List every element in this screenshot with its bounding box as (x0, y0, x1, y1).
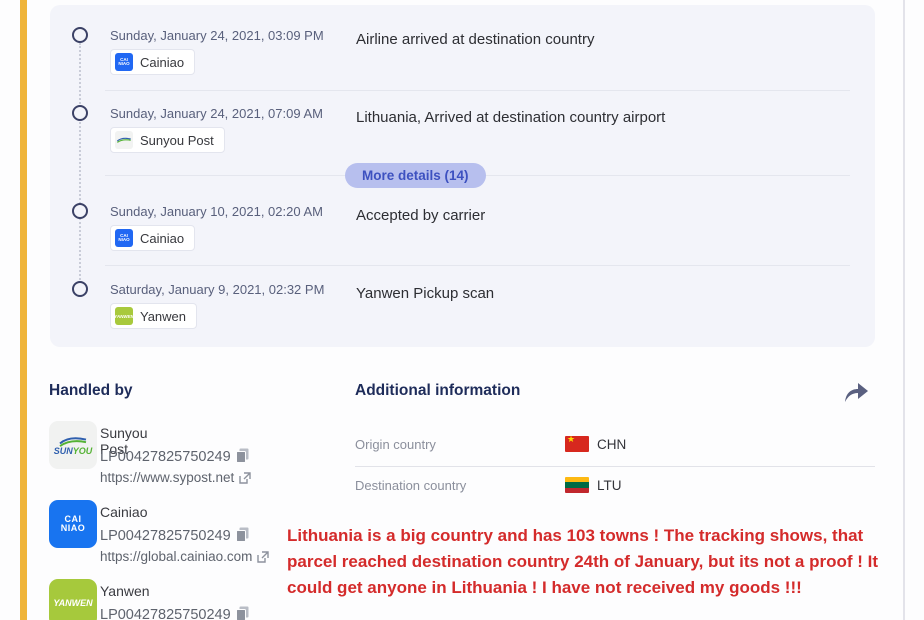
sunyou-logo-icon (115, 131, 133, 149)
carrier-name: Sunyou Post (100, 425, 148, 457)
more-details-button[interactable]: More details (14) (345, 163, 486, 188)
copy-icon[interactable] (235, 527, 249, 546)
destination-country-value: LTU (597, 477, 622, 493)
timeline-event: Sunday, January 24, 2021, 07:09 AM Sunyo… (50, 105, 875, 175)
carrier-chip-yanwen[interactable]: YANWEN Yanwen (110, 303, 198, 329)
annotation-line: could get anyone in Lithuania ! I have n… (287, 578, 802, 597)
carrier-chip-label: Sunyou Post (140, 132, 214, 148)
handled-by-title: Handled by (49, 382, 133, 399)
tracking-number: LP00427825750249 (100, 448, 249, 467)
row-divider (105, 265, 850, 266)
event-date: Sunday, January 10, 2021, 02:20 AM (110, 204, 323, 219)
carrier-url-link[interactable]: https://global.cainiao.com (100, 549, 270, 566)
lithuania-flag-icon (565, 477, 589, 493)
tracking-number: LP00427825750249 (100, 527, 249, 546)
china-flag-icon: ★ (565, 436, 589, 452)
timeline-node-icon (72, 105, 88, 121)
event-description: Yanwen Pickup scan (356, 285, 495, 302)
external-link-icon (257, 551, 270, 566)
share-icon[interactable] (841, 379, 871, 407)
user-annotation-text: Lithuania is a big country and has 103 t… (287, 523, 924, 601)
row-divider (105, 90, 850, 91)
cainiao-logo-icon: CAI NIAO (115, 229, 133, 247)
origin-country-row: Origin country ★ CHN (355, 436, 875, 452)
yanwen-logo: YANWEN (49, 579, 97, 620)
event-date: Saturday, January 9, 2021, 02:32 PM (110, 282, 325, 297)
tracking-number: LP00427825750249 (100, 606, 249, 620)
carrier-chip-sunyou[interactable]: Sunyou Post (110, 127, 225, 153)
yanwen-logo-icon: YANWEN (115, 307, 133, 325)
event-date: Sunday, January 24, 2021, 07:09 AM (110, 106, 323, 121)
copy-icon[interactable] (235, 448, 249, 467)
additional-info-title: Additional information (355, 382, 521, 399)
origin-country-label: Origin country (355, 436, 436, 452)
event-date: Sunday, January 24, 2021, 03:09 PM (110, 28, 324, 43)
timeline-connector-line (79, 43, 81, 295)
cainiao-logo-icon: CAI NIAO (115, 53, 133, 71)
event-description: Airline arrived at destination country (356, 31, 595, 48)
timeline-event: Sunday, January 10, 2021, 02:20 AM CAI NI… (50, 203, 875, 273)
carrier-chip-label: Cainiao (140, 54, 185, 70)
sunyou-logo: SUNYOU (49, 421, 97, 469)
event-description: Lithuania, Arrived at destination countr… (356, 109, 666, 126)
destination-country-row: Destination country LTU (355, 477, 875, 493)
timeline-node-icon (72, 27, 88, 43)
carrier-chip-label: Cainiao (140, 230, 185, 246)
carrier-chip-label: Yanwen (140, 308, 187, 324)
carrier-name: Cainiao (100, 504, 148, 520)
copy-icon[interactable] (235, 606, 249, 620)
carrier-name: Yanwen (100, 583, 150, 599)
carrier-chip-cainiao[interactable]: CAI NIAO Cainiao (110, 49, 196, 75)
event-description: Accepted by carrier (356, 207, 486, 224)
timeline-node-icon (72, 203, 88, 219)
origin-country-value: CHN (597, 436, 627, 452)
carrier-chip-cainiao[interactable]: CAI NIAO Cainiao (110, 225, 196, 251)
external-link-icon (239, 472, 252, 487)
window-edge-divider (903, 0, 905, 620)
destination-country-label: Destination country (355, 477, 467, 493)
annotation-line: parcel reached destination country 24th … (287, 552, 878, 571)
timeline-node-icon (72, 281, 88, 297)
timeline-event: Sunday, January 24, 2021, 03:09 PM CAI NI… (50, 27, 875, 97)
tracking-timeline-card: Sunday, January 24, 2021, 03:09 PM CAI NI… (50, 5, 875, 347)
carrier-url-link[interactable]: https://www.sypost.net (100, 470, 252, 487)
annotation-line: Lithuania is a big country and has 103 t… (287, 526, 864, 545)
timeline-event: Saturday, January 9, 2021, 02:32 PM YANW… (50, 281, 875, 351)
left-accent-bar (20, 0, 27, 620)
cainiao-logo: CAI NIAO (49, 500, 97, 548)
info-row-divider (355, 466, 875, 467)
